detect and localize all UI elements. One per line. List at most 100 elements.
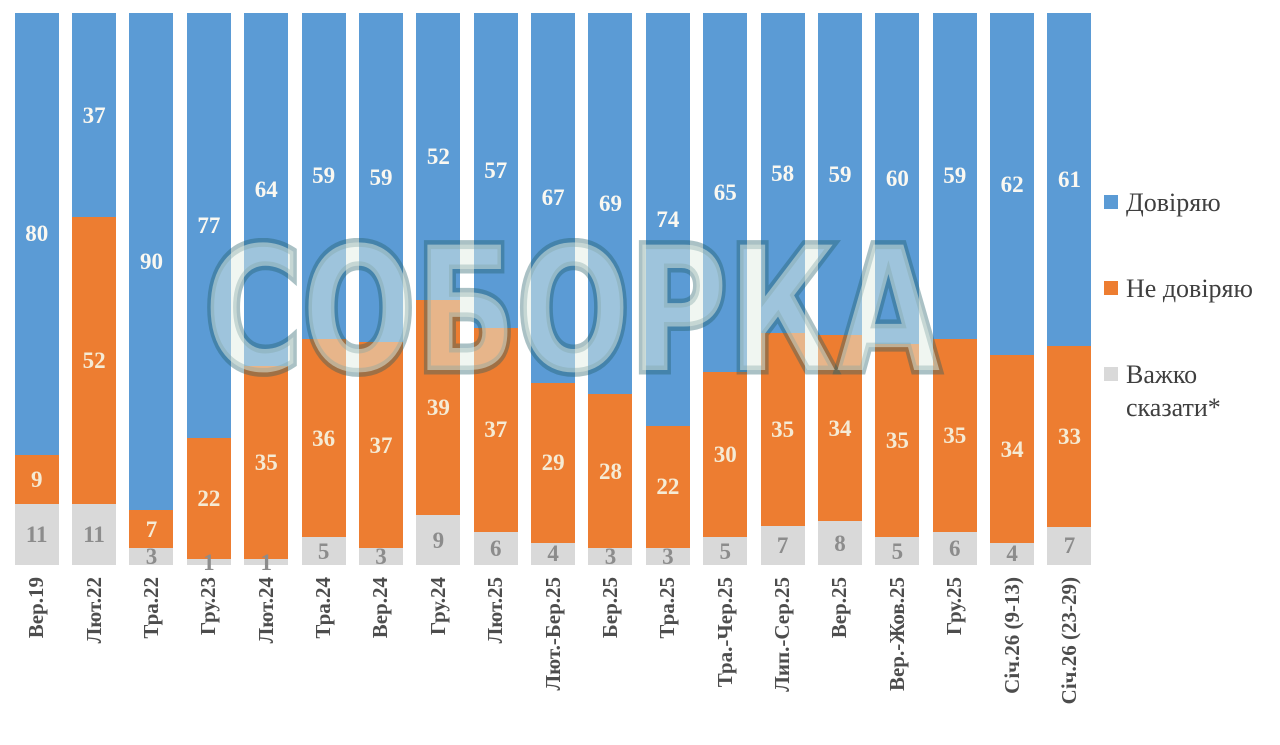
value-label-distrust: 30 bbox=[713, 442, 737, 468]
bar-column: 90 7 3 Тра.22 bbox=[123, 13, 180, 745]
segment-trust: 59 bbox=[301, 13, 346, 339]
x-axis-label: Вер.-Жов.25 bbox=[884, 577, 909, 692]
value-label-hard-to-say: 9 bbox=[432, 527, 445, 553]
bar-column: 61 33 7 Січ.26 (23-29) bbox=[1041, 13, 1098, 745]
stacked-bar: 52 39 9 bbox=[416, 13, 461, 566]
bar-column: 64 35 1 Лют.24 bbox=[238, 13, 295, 745]
legend: Довіряю Не довіряю Важко сказати* bbox=[1104, 186, 1276, 425]
value-label-distrust: 35 bbox=[943, 422, 967, 448]
segment-distrust: 22 bbox=[186, 438, 231, 560]
segment-distrust: 34 bbox=[817, 335, 862, 522]
segment-trust: 58 bbox=[760, 13, 805, 334]
stacked-bar: 77 22 1 bbox=[186, 13, 231, 574]
x-axis-label: Вер.24 bbox=[368, 577, 393, 639]
stacked-bar: 80 9 11 bbox=[14, 13, 59, 565]
x-axis-label: Тра.24 bbox=[311, 577, 336, 639]
segment-hard-to-say: 1 bbox=[186, 551, 231, 574]
segment-distrust: 52 bbox=[72, 217, 117, 505]
stacked-bar: 65 30 5 bbox=[703, 13, 748, 565]
stacked-bar: 57 37 6 bbox=[473, 13, 518, 565]
value-label-distrust: 34 bbox=[1000, 436, 1024, 462]
segment-distrust: 36 bbox=[301, 338, 346, 538]
value-label-trust: 59 bbox=[312, 163, 336, 189]
segment-trust: 90 bbox=[129, 13, 174, 510]
bar-column: 59 36 5 Тра.24 bbox=[295, 13, 352, 745]
segment-distrust: 22 bbox=[645, 425, 690, 549]
bar-column: 74 22 3 Тра.25 bbox=[639, 13, 696, 745]
bar-column: 59 34 8 Вер.25 bbox=[811, 13, 868, 745]
legend-item-hard-to-say: Важко сказати* bbox=[1104, 358, 1276, 426]
stacked-bar: 60 35 5 bbox=[875, 13, 920, 565]
segment-trust: 65 bbox=[703, 13, 748, 372]
segment-trust: 52 bbox=[416, 13, 461, 301]
x-axis-label: Лют.-Бер.25 bbox=[540, 577, 565, 691]
segment-distrust: 30 bbox=[703, 371, 748, 538]
segment-trust: 59 bbox=[358, 13, 403, 342]
value-label-trust: 80 bbox=[25, 221, 49, 247]
stacked-bar: 59 34 8 bbox=[817, 13, 862, 565]
segment-trust: 60 bbox=[875, 13, 920, 345]
legend-item-distrust: Не довіряю bbox=[1104, 272, 1276, 306]
value-label-trust: 65 bbox=[713, 179, 737, 205]
value-label-hard-to-say: 3 bbox=[375, 544, 387, 570]
value-label-trust: 62 bbox=[1000, 171, 1024, 197]
bar-column: 59 35 6 Гру.25 bbox=[926, 13, 983, 745]
x-axis-label: Гру.23 bbox=[196, 577, 221, 636]
segment-hard-to-say: 3 bbox=[129, 544, 174, 570]
value-label-distrust: 37 bbox=[484, 417, 508, 443]
segment-distrust: 37 bbox=[358, 341, 403, 549]
stacked-bar: 64 35 1 bbox=[244, 13, 289, 574]
x-axis-label: Бер.25 bbox=[597, 577, 622, 639]
segment-trust: 37 bbox=[72, 13, 117, 218]
segment-trust: 64 bbox=[244, 13, 289, 367]
value-label-hard-to-say: 1 bbox=[260, 549, 272, 575]
segment-trust: 62 bbox=[990, 13, 1035, 356]
bar-column: 62 34 4 Січ.26 (9-13) bbox=[983, 13, 1040, 745]
legend-swatch-hard-to-say bbox=[1104, 366, 1118, 381]
bar-column: 65 30 5 Тра.-Чер.25 bbox=[697, 13, 754, 745]
value-label-distrust: 22 bbox=[656, 474, 680, 500]
x-axis-label: Тра.25 bbox=[655, 577, 680, 639]
value-label-distrust: 7 bbox=[145, 516, 158, 542]
value-label-trust: 59 bbox=[369, 164, 393, 190]
value-label-distrust: 28 bbox=[598, 458, 622, 484]
x-axis-label: Лют.24 bbox=[253, 577, 278, 644]
segment-hard-to-say: 7 bbox=[1047, 526, 1092, 565]
segment-distrust: 35 bbox=[875, 344, 920, 538]
bar-column: 80 9 11 Вер.19 bbox=[8, 13, 65, 745]
segment-distrust: 39 bbox=[416, 300, 461, 516]
segment-distrust: 29 bbox=[531, 382, 576, 543]
value-label-trust: 58 bbox=[771, 160, 795, 186]
x-axis-label: Тра.-Чер.25 bbox=[712, 577, 737, 688]
x-axis-label: Лип.-Сер.25 bbox=[770, 577, 795, 692]
segment-distrust: 33 bbox=[1047, 346, 1092, 527]
segment-trust: 67 bbox=[531, 13, 576, 383]
bar-column: 57 37 6 Лют.25 bbox=[467, 13, 524, 745]
bar-column: 59 37 3 Вер.24 bbox=[352, 13, 409, 745]
stacked-bar: 59 37 3 bbox=[358, 13, 403, 570]
value-label-trust: 90 bbox=[139, 248, 163, 274]
x-axis-label: Тра.22 bbox=[138, 577, 163, 639]
value-label-distrust: 35 bbox=[254, 450, 278, 476]
segment-trust: 80 bbox=[14, 13, 59, 455]
value-label-hard-to-say: 5 bbox=[317, 538, 330, 564]
bar-column: 60 35 5 Вер.-Жов.25 bbox=[869, 13, 926, 745]
value-label-distrust: 35 bbox=[885, 428, 909, 454]
stacked-bar: 59 35 6 bbox=[932, 13, 977, 566]
segment-hard-to-say: 11 bbox=[72, 504, 117, 565]
value-label-distrust: 52 bbox=[82, 348, 106, 374]
segment-hard-to-say: 5 bbox=[703, 537, 748, 565]
segment-trust: 57 bbox=[473, 13, 518, 328]
segment-trust: 69 bbox=[588, 13, 633, 394]
segment-hard-to-say: 4 bbox=[531, 542, 576, 565]
stacked-bar: 59 36 5 bbox=[301, 13, 346, 565]
segment-hard-to-say: 7 bbox=[760, 526, 805, 565]
segment-hard-to-say: 4 bbox=[990, 542, 1035, 565]
value-label-distrust: 34 bbox=[828, 415, 852, 441]
segment-distrust: 35 bbox=[932, 338, 977, 532]
value-label-hard-to-say: 6 bbox=[489, 535, 502, 561]
segment-trust: 59 bbox=[932, 13, 977, 339]
legend-swatch-distrust bbox=[1104, 280, 1118, 295]
value-label-hard-to-say: 3 bbox=[145, 544, 158, 570]
